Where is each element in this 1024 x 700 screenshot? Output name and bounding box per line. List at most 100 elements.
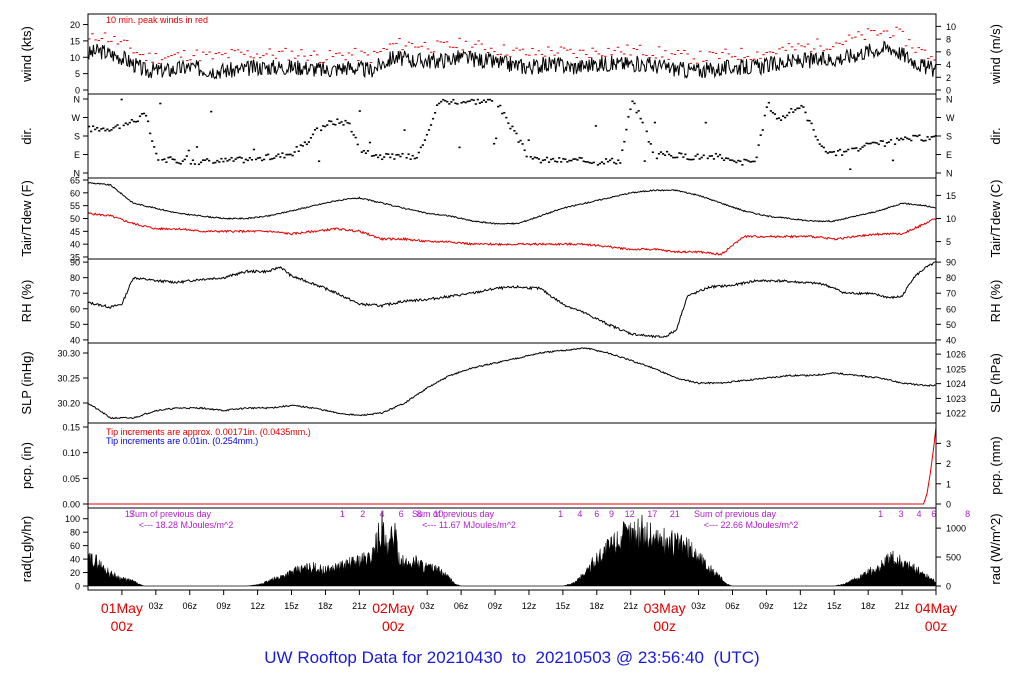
dir-point <box>570 159 573 162</box>
dir-point <box>566 161 569 163</box>
dir-point <box>132 120 135 123</box>
dir-point <box>582 160 585 163</box>
dir-point <box>258 156 262 159</box>
dir-point <box>161 158 164 161</box>
dir-point <box>155 152 158 155</box>
dir-point <box>543 159 547 161</box>
dir-point <box>604 158 608 160</box>
dir-point <box>763 114 766 117</box>
dir-point <box>684 153 687 156</box>
dir-point <box>283 156 286 159</box>
slp-right-tick-label: 1026 <box>946 350 966 360</box>
wind-right-axis-label: wind (m/s) <box>988 24 1003 85</box>
dir-point <box>918 134 921 136</box>
dir-point <box>175 161 178 164</box>
dir-point <box>336 118 339 121</box>
dir-point <box>635 111 638 114</box>
dir-point <box>515 132 518 135</box>
dir-point <box>745 159 748 161</box>
rad-hour-marker: 9 <box>609 509 614 519</box>
dir-left-tick-label: N <box>74 95 81 105</box>
dir-point <box>625 128 628 131</box>
dir-point <box>250 158 254 161</box>
dir-point <box>92 125 95 128</box>
dir-point <box>617 159 620 162</box>
dir-point <box>757 144 760 146</box>
rad-hour-marker: 6 <box>399 509 404 519</box>
slp-left-tick-label: 30.30 <box>57 349 80 359</box>
dir-point <box>490 100 494 102</box>
dir-point <box>678 152 681 154</box>
x-axis-tick-label: 18z <box>590 601 605 611</box>
dir-point <box>694 155 697 157</box>
dir-point <box>197 163 201 166</box>
dir-point <box>645 130 648 133</box>
dir-point <box>324 125 327 128</box>
x-axis-tick-label: 21z <box>352 601 367 611</box>
dir-point <box>818 143 821 145</box>
rad-right-tick-label: 500 <box>946 553 961 563</box>
dir-point <box>926 136 929 138</box>
dir-point <box>120 98 123 101</box>
dir-point <box>332 123 335 126</box>
dir-point <box>895 137 899 140</box>
dir-point <box>580 157 583 159</box>
dir-point <box>871 141 874 144</box>
slp-right-tick-label: 1022 <box>946 409 966 419</box>
dir-point <box>159 102 162 105</box>
dir-point <box>743 158 746 161</box>
dir-point <box>106 128 109 131</box>
dir-point <box>755 156 758 159</box>
dir-point <box>464 101 467 104</box>
dir-point <box>368 141 372 144</box>
x-axis-tick-label: 21z <box>623 601 638 611</box>
dir-point <box>613 161 616 164</box>
dir-point <box>167 156 170 159</box>
dir-point <box>423 139 427 141</box>
dir-point <box>330 120 333 123</box>
dir-point <box>177 162 180 164</box>
dir-point <box>545 156 549 159</box>
dir-point <box>486 98 490 101</box>
dir-point <box>379 154 382 156</box>
pcp-right-tick-label: 2 <box>946 459 951 469</box>
dir-point <box>922 140 925 142</box>
dir-point <box>317 160 321 163</box>
dir-point <box>407 153 410 155</box>
x-axis-tick-label: 18z <box>318 601 333 611</box>
dir-point <box>554 160 557 163</box>
dir-point <box>458 146 461 149</box>
dir-point <box>722 159 726 161</box>
tdew-series-line <box>87 212 936 256</box>
dir-point <box>641 121 644 124</box>
tair-series-line <box>87 181 936 225</box>
dir-right-axis-label: dir. <box>988 127 1003 144</box>
dir-point <box>173 158 176 161</box>
dir-point <box>322 125 325 127</box>
dir-point <box>122 124 125 127</box>
dir-point <box>372 154 376 157</box>
dir-point <box>482 99 486 102</box>
dir-point <box>802 106 805 108</box>
dir-right-tick-label: E <box>946 150 952 160</box>
pcp-series-line <box>88 426 937 505</box>
dir-point <box>244 158 247 161</box>
dir-point <box>806 119 809 122</box>
dir-point <box>663 154 667 157</box>
dir-point <box>104 129 107 132</box>
dir-point <box>478 102 481 104</box>
dir-point <box>696 153 699 156</box>
dir-point <box>138 115 142 118</box>
dir-point <box>448 103 451 105</box>
dir-point <box>116 124 119 126</box>
dir-point <box>356 143 359 146</box>
rad-sum-label: Sum of previous day <box>694 509 777 519</box>
dir-point <box>665 150 669 153</box>
dir-point <box>731 159 734 161</box>
dir-point <box>344 119 347 122</box>
dir-point <box>204 159 207 161</box>
dir-point <box>108 130 111 132</box>
dir-point <box>733 160 736 163</box>
dir-point <box>297 150 300 153</box>
